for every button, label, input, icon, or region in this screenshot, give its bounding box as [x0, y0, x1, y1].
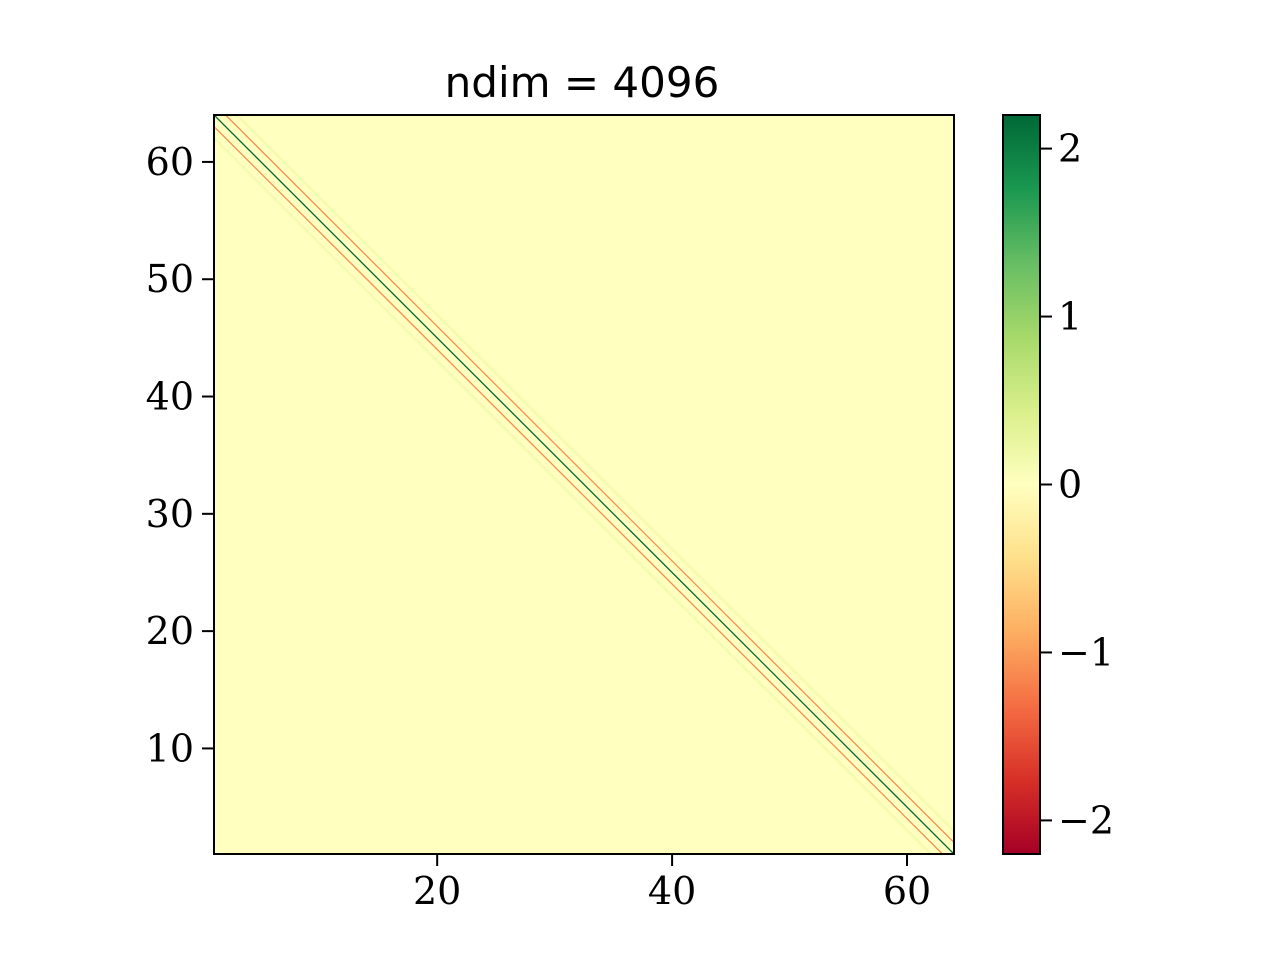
- colorbar-tick-label: 0: [1058, 463, 1082, 507]
- chart-title: ndim = 4096: [445, 58, 720, 107]
- diagonal-band-m1: [214, 125, 943, 854]
- y-tick-label: 50: [146, 257, 194, 301]
- y-tick-label: 10: [146, 726, 194, 770]
- colorbar-ticks: 2 1 0 −1 −2: [1040, 127, 1114, 842]
- y-axis: 10 20 30 40 50 60: [146, 140, 214, 770]
- x-tick-label: 60: [883, 869, 931, 913]
- colorbar-gradient: [1002, 114, 1041, 855]
- diagonal-band-p1: [225, 115, 954, 844]
- y-tick-label: 20: [146, 609, 194, 653]
- colorbar-tick-label: 2: [1058, 127, 1082, 171]
- plot-frame: [213, 114, 955, 855]
- diagonal-band-m2: [214, 135, 932, 854]
- diagonal-bands: [214, 115, 954, 854]
- diagonal-band-p2: [236, 115, 954, 834]
- x-axis: 20 40 60: [413, 854, 931, 913]
- colorbar-tick-label: 1: [1058, 295, 1082, 339]
- diagonal-band-p0: [214, 115, 954, 854]
- plot-area: [213, 114, 955, 855]
- colorbar: 2 1 0 −1 −2: [1002, 114, 1114, 855]
- colorbar-tick-label: −2: [1058, 798, 1114, 842]
- x-tick-label: 40: [648, 869, 696, 913]
- x-tick-label: 20: [413, 869, 461, 913]
- colorbar-tick-label: −1: [1058, 630, 1114, 674]
- y-tick-label: 40: [146, 375, 194, 419]
- y-tick-label: 60: [146, 140, 194, 184]
- y-tick-label: 30: [146, 492, 194, 536]
